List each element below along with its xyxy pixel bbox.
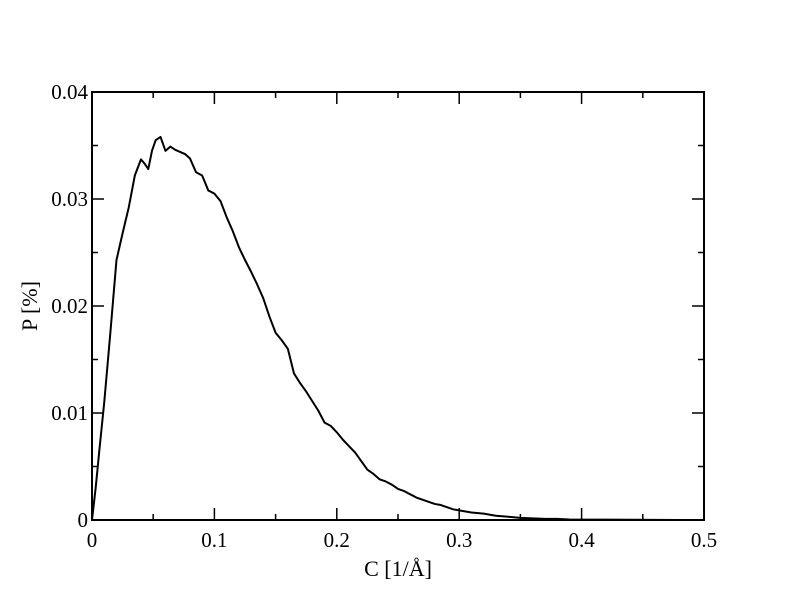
plot-frame	[91, 91, 705, 521]
x-axis-title: C [1/Å]	[364, 556, 432, 581]
y-tick-label: 0.03	[51, 187, 88, 211]
y-axis-title: P [%]	[17, 281, 42, 331]
x-tick-label: 0.5	[691, 528, 717, 552]
y-tick-label: 0.02	[51, 294, 88, 318]
y-tick-label: 0	[78, 508, 89, 532]
x-tick-label: 0.3	[446, 528, 472, 552]
x-tick-label: 0.4	[568, 528, 595, 552]
y-tick-label: 0.01	[51, 401, 88, 425]
series-line	[91, 135, 680, 521]
axis-tick-labels: 0 0.1 0.2 0.3 0.4 0.5 0 0.01 0.02 0.03 0.04	[51, 80, 717, 552]
x-tick-label: 0	[87, 528, 98, 552]
x-tick-label: 0.1	[201, 528, 227, 552]
x-tick-label: 0.2	[324, 528, 350, 552]
y-tick-label: 0.04	[51, 80, 88, 104]
